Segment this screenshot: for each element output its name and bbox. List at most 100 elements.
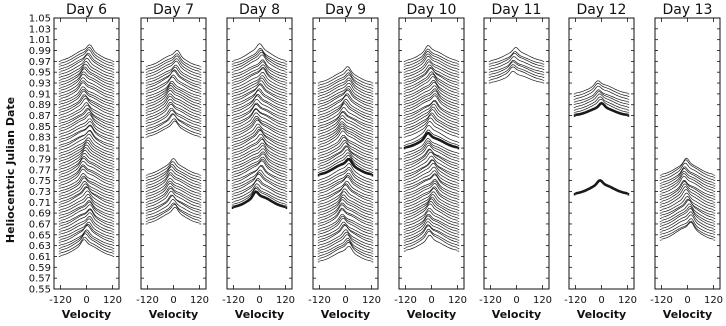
spectrum-trace [231,43,288,62]
spectrum-trace [488,70,545,84]
spectrum-trace [403,45,460,62]
spectrum-trace [403,203,460,222]
spectrum-trace [58,102,115,119]
y-tick-label: 0.75 [29,176,51,187]
panel-title: Day 9 [325,2,366,18]
spectrum-trace [58,118,115,135]
spectrum-trace [145,84,202,103]
spectrum-trace [573,98,630,114]
y-tick-label: 0.71 [29,198,51,209]
spectrum-trace [145,113,202,133]
spectrum-trace [58,44,115,62]
x-tick-label: 120 [103,295,122,306]
spectrum-trace [403,210,460,228]
spectrum-trace [145,87,202,106]
spectrum-trace [317,88,374,106]
spectrum-trace [317,130,374,149]
x-tick-label: 0 [256,295,262,306]
spectrum-trace [317,107,374,125]
spectrum-trace [58,231,115,249]
spectrum-trace [317,140,374,157]
panel-title: Day 13 [663,2,713,18]
spectrum-trace [145,169,202,187]
y-tick-label: 0.77 [29,165,51,176]
spectrum-trace [403,198,460,217]
spectrum-trace [231,98,288,116]
spectrum-trace [231,188,288,206]
spectrum-trace [403,138,460,154]
spectrum-trace [403,59,460,76]
spectrum-trace [317,145,374,162]
spectrum-trace [317,134,374,152]
spectrum-trace [317,240,374,257]
spectrum-trace [231,169,288,187]
spectrum-trace [145,163,202,181]
spectrum-trace [58,223,115,241]
spectrum-trace-highlighted [573,178,630,196]
x-tick-label: 120 [190,295,209,306]
panel-day-12: Day 12 -120 0 120 Velocity [564,2,637,321]
x-axis-label: Velocity [235,308,284,321]
spectrum-trace [58,142,115,160]
spectrum-trace [403,100,460,119]
spectrum-trace [58,209,115,228]
spectrum-trace [317,242,374,260]
spectrum-trace [317,77,374,95]
spectrum-trace [145,90,202,108]
x-tick-label: 120 [618,295,637,306]
spectrum-trace [659,192,716,211]
spectrum-trace [403,196,460,214]
x-tick-label: -120 [136,295,159,306]
spectra-traces [231,43,288,209]
spectrum-trace [403,191,460,209]
spectrum-trace [58,233,115,252]
spectra-traces [573,80,630,196]
spectrum-trace [231,64,288,81]
spectrum-trace [659,175,716,195]
y-tick-label: 0.61 [29,252,51,263]
spectrum-trace [317,184,374,203]
spectrum-trace [58,193,115,211]
spectrum-trace [145,80,202,97]
spectrum-trace [231,108,288,125]
spectrum-trace [317,101,374,119]
x-tick-label: 0 [83,295,89,306]
spectrum-trace [659,199,716,219]
spectrum-trace [403,201,460,219]
spectrum-trace [58,208,115,225]
spectrum-trace [231,102,288,119]
spectrum-trace [317,82,374,100]
spectrum-trace [58,54,115,73]
spectrum-trace [403,48,460,65]
spectrum-trace [403,117,460,135]
spectrum-trace [145,55,202,73]
spectrum-trace [145,120,202,138]
spectrum-trace [403,109,460,127]
spectrum-trace [58,164,115,181]
spectrum-trace [317,98,374,116]
y-tick-label: 0.87 [29,111,51,122]
spectrum-trace [145,158,202,176]
spectrum-trace [58,153,115,171]
spectrum-trace [403,79,460,97]
spectrum-trace [317,163,374,181]
spectrum-trace [317,183,374,200]
spectrum-trace [403,180,460,198]
y-tick-label: 0.73 [29,187,51,198]
spectrum-trace [317,110,374,127]
spectrum-trace [58,196,115,214]
spectrum-trace [403,178,460,195]
spectrum-trace [403,64,460,81]
spectrum-trace [58,49,115,68]
spectrum-trace [317,146,374,165]
spectrum-trace [659,207,716,228]
spectrum-trace [403,88,460,106]
x-axis-label: Velocity [663,308,712,321]
spectrum-trace [403,187,460,206]
spectrum-trace [231,151,288,168]
spectrum-trace [317,191,374,209]
spectrum-trace [231,84,288,103]
spectrum-trace [403,159,460,179]
spectrum-trace [573,89,630,103]
